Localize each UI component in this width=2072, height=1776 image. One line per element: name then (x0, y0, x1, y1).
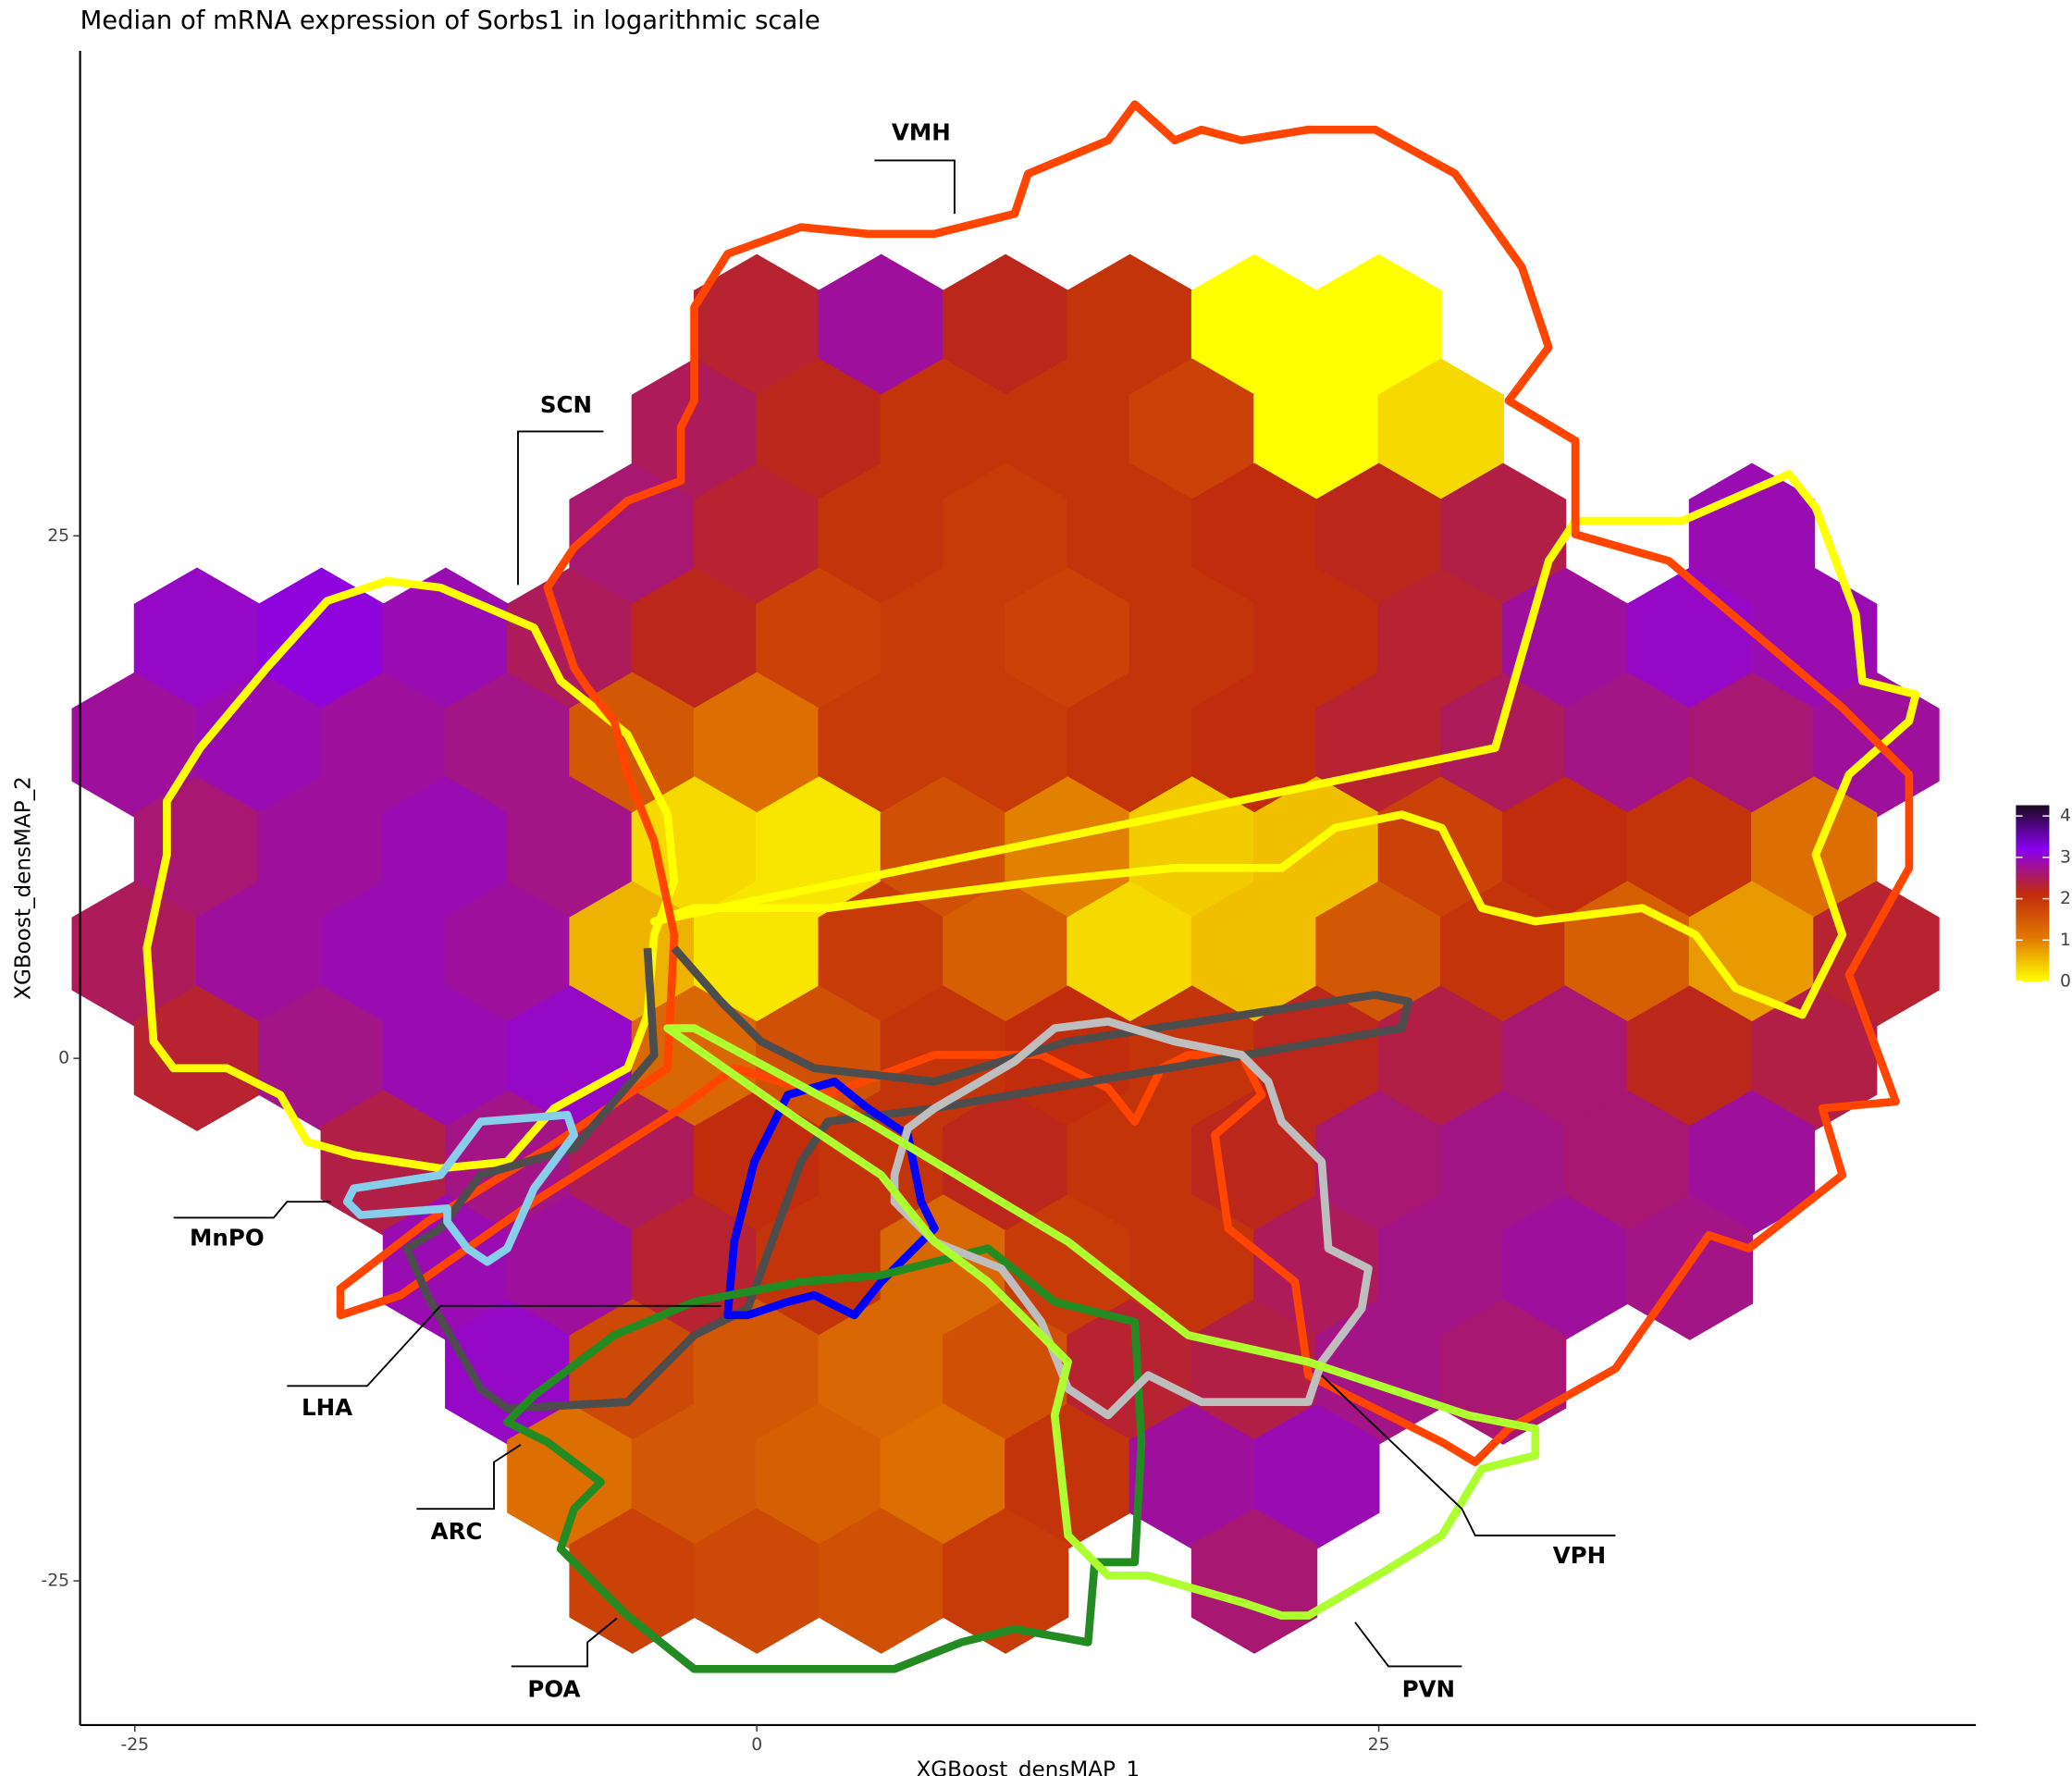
chart-title: Median of mRNA expression of Sorbs1 in l… (80, 6, 820, 35)
mnpo-outline (342, 1111, 578, 1266)
region-label: PVN (1402, 1675, 1455, 1702)
y-tick-label: -25 (41, 1572, 69, 1591)
region-label: LHA (302, 1394, 352, 1421)
hexbin (942, 1508, 1069, 1654)
pvn-outline (663, 1024, 1540, 1620)
colorbar-tick-label: 3 (2060, 847, 2071, 867)
vmh-outline (336, 100, 1914, 1466)
y-tick-label: 0 (58, 1049, 69, 1068)
region-label: POA (527, 1675, 580, 1702)
region-label: VPH (1553, 1542, 1606, 1569)
leader-line (1354, 1622, 1462, 1668)
leader-line (287, 1304, 722, 1388)
region-label: ARC (431, 1518, 483, 1545)
scn-outline (142, 576, 679, 1173)
leader-line (416, 1444, 522, 1511)
right-outline (649, 470, 1920, 1019)
arc-outline (723, 1077, 939, 1320)
x-tick-label: -25 (120, 1735, 149, 1755)
leader-line (1321, 1375, 1616, 1536)
colorbar-tick-label: 0 (2060, 972, 2071, 992)
region-outlines (142, 100, 1920, 1673)
colorbar-tick-label: 1 (2060, 931, 2071, 950)
leader-line (517, 430, 604, 586)
region-label: MnPO (190, 1225, 265, 1252)
region-labels: VMH SCN MnPO LHA ARC POA VPH PVN (173, 119, 1616, 1702)
leader-line (511, 1617, 618, 1668)
colorbar (2016, 805, 2050, 982)
x-tick-label: 0 (751, 1735, 762, 1755)
x-tick-label: 25 (1368, 1735, 1390, 1755)
y-tick-label: 25 (47, 526, 69, 546)
colorbar-tick-label: 4 (2060, 807, 2071, 826)
region-label: VMH (892, 119, 951, 146)
hexbin-layer (71, 253, 1940, 1654)
colorbar-tick-label: 2 (2060, 889, 2071, 908)
hexbin (1439, 1299, 1567, 1445)
leader-line (173, 1201, 331, 1219)
region-label: SCN (540, 391, 592, 418)
leader-line (874, 159, 956, 215)
vph-outline (890, 1017, 1373, 1420)
y-axis-title: XGBoost_densMAP_2 (11, 776, 35, 1000)
x-axis-title: XGBoost_densMAP_1 (916, 1758, 1140, 1776)
